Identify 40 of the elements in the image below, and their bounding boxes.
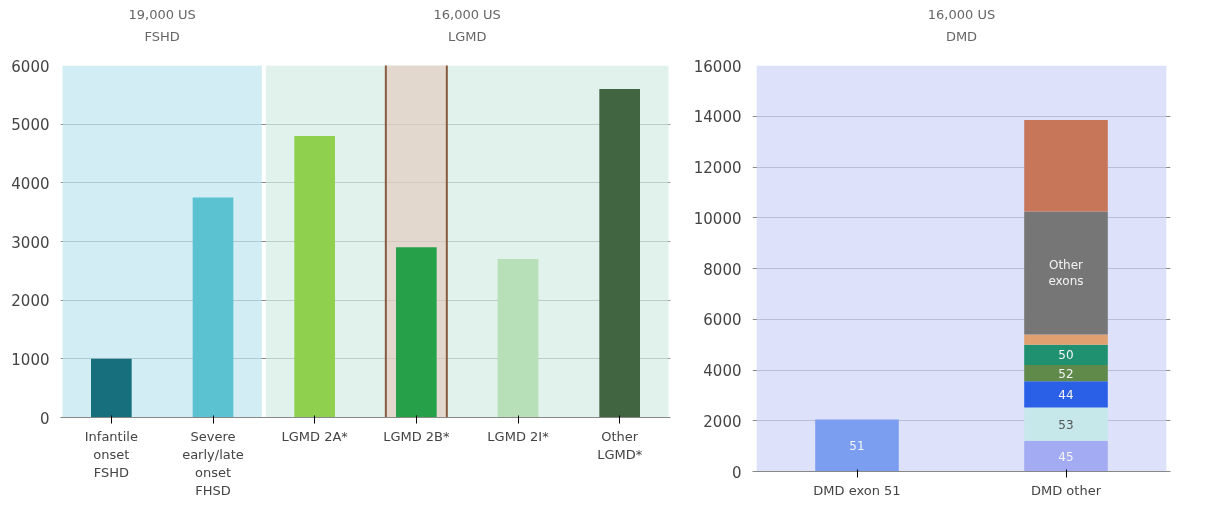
x-tick-label: LGMD 2B* — [383, 428, 451, 444]
y-tick-label: 0 — [731, 463, 742, 482]
x-tick-label: Other LGMD* — [597, 428, 643, 462]
x-tick-label: DMD exon 51 — [813, 482, 901, 498]
band-label: 16,000 US LGMD — [433, 6, 501, 44]
y-tick-label: 12000 — [693, 159, 742, 177]
bar — [497, 259, 539, 418]
series-label: 44 — [1058, 387, 1074, 402]
bar — [599, 88, 640, 418]
series-label: 50 — [1058, 348, 1074, 363]
series-label: Other exons — [1048, 257, 1084, 289]
x-tick-label: DMD other — [1031, 482, 1102, 498]
y-tick-label: 16000 — [693, 57, 742, 76]
y-tick-label: 10000 — [693, 209, 742, 228]
series-label: 51 — [849, 438, 865, 453]
x-tick-label: Severe early/late onset FHSD — [182, 428, 244, 498]
series-label: 45 — [1058, 449, 1074, 464]
y-tick-label: 14000 — [693, 108, 742, 127]
band-label: 19,000 US FSHD — [128, 6, 196, 44]
bar — [396, 247, 437, 418]
band-label: 16,000 US DMD — [927, 6, 996, 44]
y-tick-label: 6000 — [703, 311, 742, 330]
y-tick-label: 6000 — [11, 57, 50, 76]
y-tick-label: 2000 — [703, 412, 742, 431]
y-tick-label: 0 — [39, 409, 50, 428]
y-tick-label: 5000 — [11, 116, 50, 135]
y-tick-label: 1000 — [11, 350, 50, 369]
y-tick-label: 4000 — [703, 362, 742, 380]
y-tick-label: 4000 — [11, 174, 50, 193]
y-tick-label: 8000 — [703, 260, 742, 279]
x-tick-label: LGMD 2I* — [487, 428, 550, 444]
series-label: 53 — [1058, 417, 1074, 432]
bar — [294, 135, 335, 418]
bar — [192, 197, 234, 418]
x-tick-label: Infantile onset FSHD — [84, 428, 138, 480]
bar — [91, 358, 132, 418]
series-label: 52 — [1058, 366, 1074, 381]
y-tick-label: 2000 — [11, 292, 50, 311]
x-tick-label: LGMD 2A* — [281, 428, 349, 444]
y-tick-label: 3000 — [11, 233, 50, 252]
